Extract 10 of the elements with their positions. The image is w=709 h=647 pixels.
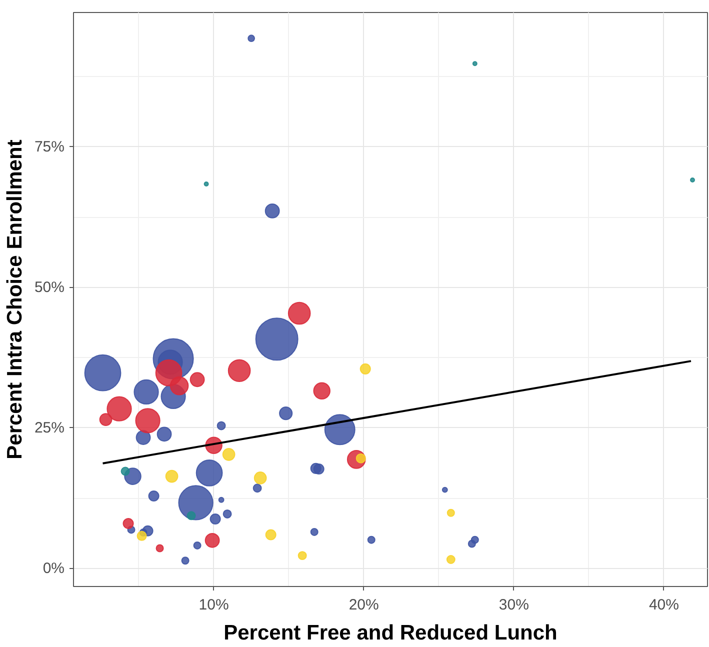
y-axis-title: Percent Intra Choice Enrollment bbox=[3, 140, 26, 460]
x-tick-label: 20% bbox=[348, 596, 379, 614]
y-tick-label: 0% bbox=[42, 560, 65, 578]
x-tick-label: 10% bbox=[198, 596, 229, 614]
y-tick-label: 25% bbox=[34, 419, 65, 436]
x-tick-label: 40% bbox=[648, 596, 680, 614]
x-tick-label: 30% bbox=[498, 596, 529, 614]
y-tick-label: 50% bbox=[34, 278, 65, 296]
x-axis-title: Percent Free and Reduced Lunch bbox=[224, 622, 558, 644]
y-tick-label: 75% bbox=[34, 138, 65, 156]
